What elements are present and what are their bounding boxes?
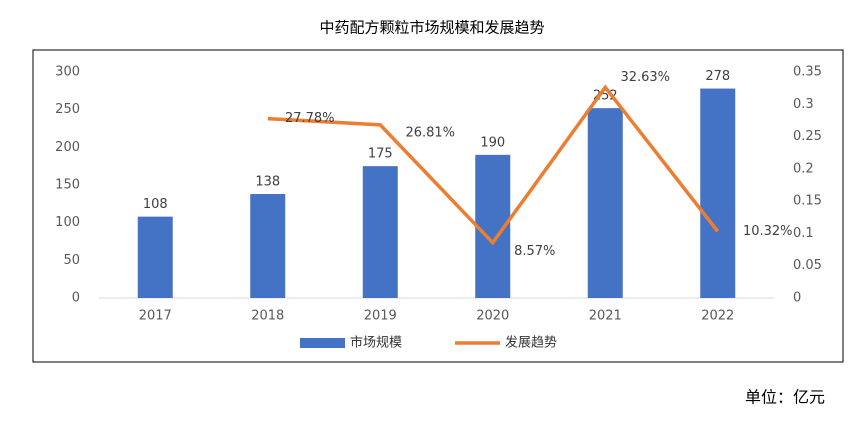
y-tick-label: 50 [63,253,80,268]
bar-value-label: 138 [255,175,280,190]
bar [700,88,736,298]
bar-value-label: 108 [143,197,168,212]
chart-title: 中药配方颗粒市场规模和发展趋势 [319,19,544,37]
x-tick-label: 2020 [476,309,509,324]
bar-value-label: 190 [480,135,505,150]
line-value-label: 27.78% [285,111,335,126]
legend-label: 市场规模 [350,335,402,351]
y2-tick-label: 0.3 [793,97,814,112]
y2-tick-label: 0.2 [793,161,814,176]
legend-swatch [300,338,345,348]
bar [587,108,623,298]
bar [250,194,286,298]
x-tick-label: 2019 [364,309,397,324]
x-tick-label: 2017 [139,309,172,324]
y-tick-label: 0 [72,291,80,306]
line-value-label: 10.32% [743,224,793,239]
chart-frame [32,49,844,363]
bar [137,216,173,298]
x-tick-label: 2022 [701,309,734,324]
line-value-label: 26.81% [405,125,455,140]
y-tick-label: 300 [55,65,80,80]
y-tick-label: 100 [55,215,80,230]
line-value-label: 32.63% [620,70,670,85]
bar-value-label: 278 [705,69,730,84]
y2-tick-label: 0.35 [793,65,822,80]
y2-tick-label: 0.15 [793,194,822,209]
y-tick-label: 250 [55,102,80,117]
line [267,84,720,246]
bar-value-label: 175 [368,147,393,162]
y2-tick-label: 0.1 [793,226,814,241]
line-value-label: 8.57% [514,244,555,259]
bar [362,166,398,298]
y2-tick-label: 0 [793,291,801,306]
y2-tick-label: 0.25 [793,129,822,144]
y2-tick-label: 0.05 [793,258,822,273]
unit-note: 单位：亿元 [745,388,825,407]
x-tick-label: 2021 [589,309,622,324]
y-tick-label: 150 [55,178,80,193]
y-tick-label: 200 [55,140,80,155]
legend-label: 发展趋势 [505,335,557,351]
x-tick-label: 2018 [251,309,284,324]
